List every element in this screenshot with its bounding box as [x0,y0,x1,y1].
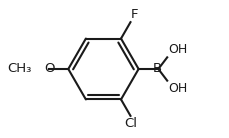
Text: Cl: Cl [123,117,136,130]
Text: B: B [152,63,161,75]
Text: OH: OH [168,82,187,95]
Text: F: F [131,8,138,22]
Text: OH: OH [168,43,187,56]
Text: O: O [44,63,54,75]
Text: CH₃: CH₃ [7,63,32,75]
